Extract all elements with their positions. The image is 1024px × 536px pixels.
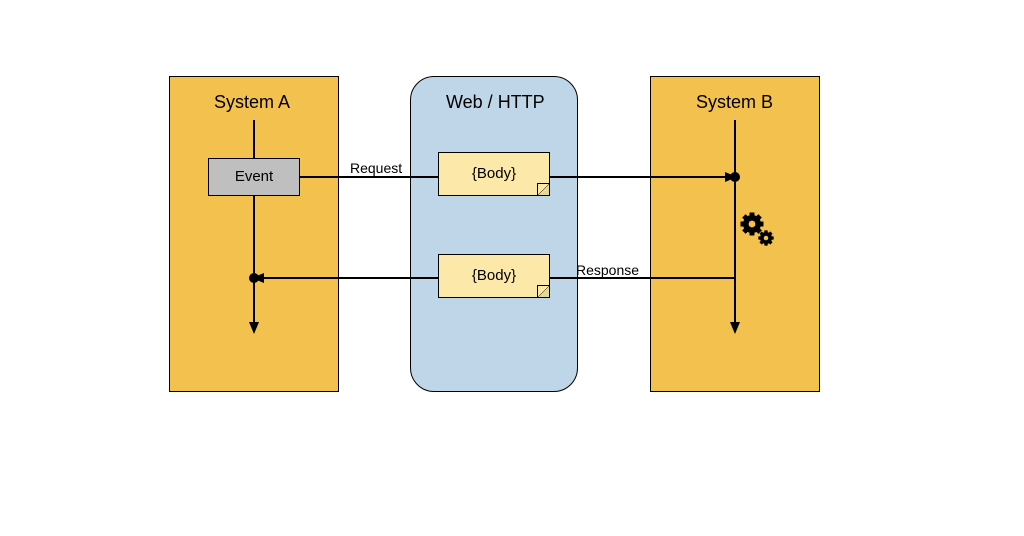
http-panel — [410, 76, 578, 392]
event-box: Event — [208, 158, 300, 196]
system-a-panel — [169, 76, 339, 392]
response-body-label: {Body} — [472, 267, 516, 284]
system-b-title: System B — [696, 92, 773, 113]
diagram-canvas: System A Web / HTTP System B Event {Body… — [0, 0, 1024, 536]
request-label: Request — [350, 160, 402, 176]
request-body-note: {Body} — [438, 152, 550, 196]
request-body-label: {Body} — [472, 165, 516, 182]
response-label: Response — [576, 262, 639, 278]
system-a-title: System A — [214, 92, 290, 113]
event-label: Event — [235, 168, 273, 185]
http-title: Web / HTTP — [446, 92, 545, 113]
response-body-note: {Body} — [438, 254, 550, 298]
system-b-panel — [650, 76, 820, 392]
